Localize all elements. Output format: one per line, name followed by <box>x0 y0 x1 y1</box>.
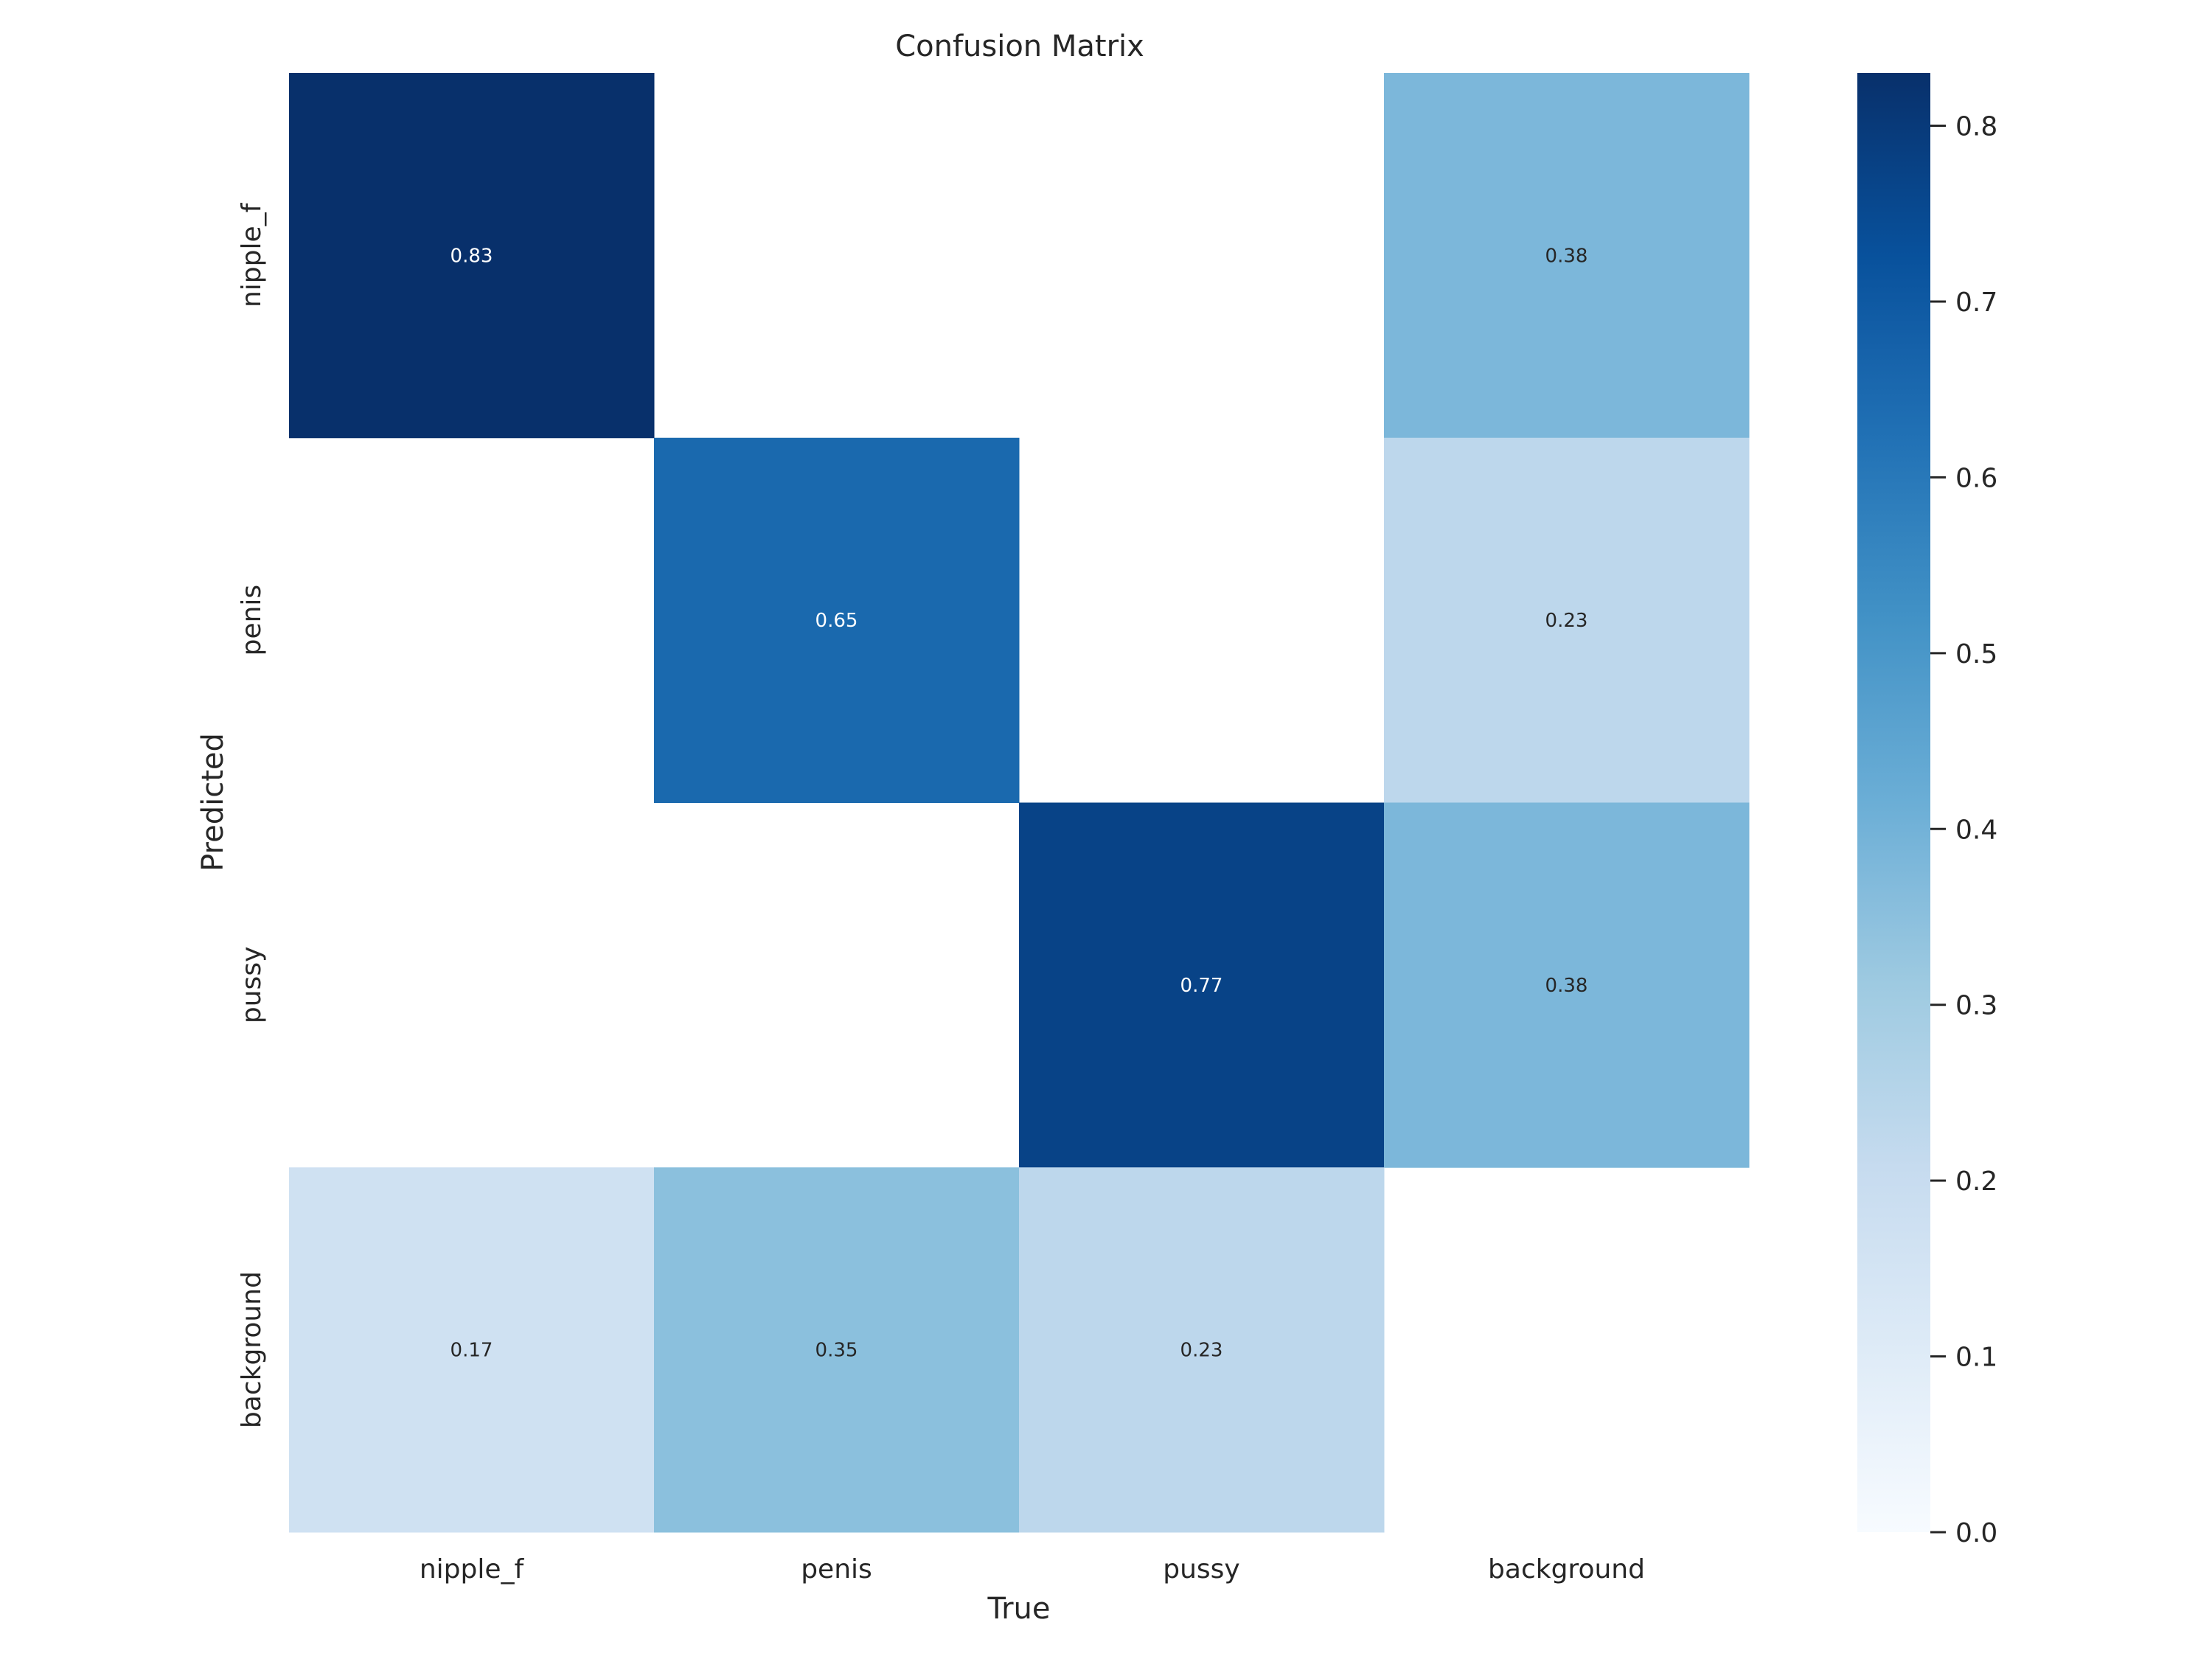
y-tick-label: pussy <box>237 947 267 1023</box>
x-tick-labels: nipple_f penis pussy background <box>420 1554 1645 1585</box>
x-axis-label: True <box>987 1592 1051 1626</box>
colorbar-tick-label: 0.4 <box>1955 815 1997 845</box>
colorbar-tick-label: 0.0 <box>1955 1518 1997 1548</box>
heatmap-cell <box>289 73 655 439</box>
colorbar-tick-label: 0.1 <box>1955 1343 1997 1373</box>
colorbar-ticks: 0.0 0.1 0.2 0.3 0.4 0.5 0.6 0.7 0.8 <box>1930 112 1997 1548</box>
x-tick-label: nipple_f <box>420 1554 525 1585</box>
colorbar <box>1857 73 1930 1532</box>
heatmap-cell <box>1384 802 1750 1168</box>
colorbar-tick-label: 0.3 <box>1955 991 1997 1021</box>
y-axis-label: Predicted <box>196 733 230 872</box>
heatmap-cell <box>654 1167 1020 1533</box>
y-tick-label: penis <box>237 585 267 656</box>
x-tick-label: pussy <box>1163 1554 1239 1585</box>
chart-title: Confusion Matrix <box>895 29 1144 63</box>
heatmap-cell <box>1384 437 1750 803</box>
heatmap-cell <box>1019 802 1385 1168</box>
cell-value-label: 0.65 <box>815 610 858 632</box>
cell-value-label: 0.17 <box>451 1340 493 1362</box>
colorbar-tick-label: 0.8 <box>1955 112 1997 142</box>
cell-value-label: 0.38 <box>1545 245 1588 267</box>
heatmap-cell <box>1019 1167 1385 1533</box>
colorbar-tick-label: 0.7 <box>1955 288 1997 318</box>
cell-value-label: 0.23 <box>1180 1340 1223 1362</box>
y-tick-label: background <box>237 1271 267 1428</box>
y-tick-label: nipple_f <box>237 202 267 307</box>
cell-value-label: 0.35 <box>815 1340 858 1362</box>
x-tick-label: background <box>1488 1554 1645 1585</box>
heatmap-cell <box>1384 73 1750 439</box>
cell-value-label: 0.83 <box>451 245 493 267</box>
heatmap-cells: 0.83 0.38 0.65 0.23 0.77 0.38 0.17 0.35 0.23 <box>289 73 1750 1533</box>
colorbar-tick-label: 0.5 <box>1955 639 1997 669</box>
heatmap-cell <box>654 437 1020 803</box>
cell-value-label: 0.77 <box>1180 975 1223 997</box>
colorbar-tick-label: 0.2 <box>1955 1166 1997 1197</box>
colorbar-tick-label: 0.6 <box>1955 463 1997 493</box>
x-tick-label: penis <box>801 1554 872 1585</box>
cell-value-label: 0.23 <box>1545 610 1588 632</box>
cell-value-label: 0.38 <box>1545 975 1588 997</box>
heatmap-cell <box>289 1167 655 1533</box>
